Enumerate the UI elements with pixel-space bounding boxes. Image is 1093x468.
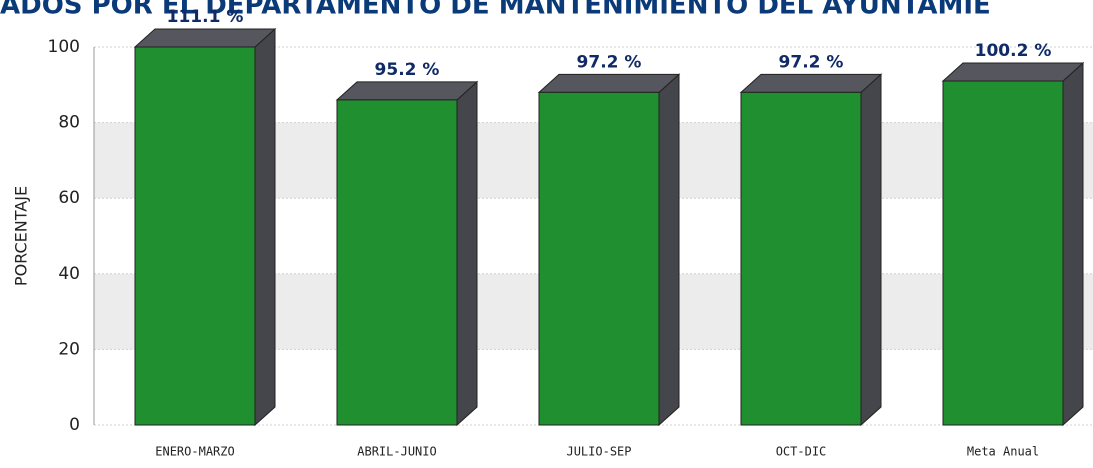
bar-side [1062,61,1084,427]
bar [942,80,1064,426]
bar-side [860,73,882,427]
bar-top [739,73,883,93]
y-tick-label: 60 [58,188,80,208]
bar-annotation: 97.2 % [577,52,642,72]
chart-title: ADOS POR EL DEPARTAMENTO DE MANTENIMIENT… [0,0,991,21]
x-tick-label: ABRIL-JUNIO [357,445,436,459]
bar-top [941,62,1085,82]
bar-top [335,81,479,101]
bar [134,46,256,426]
y-tick-label: 0 [69,415,80,435]
bar-annotation: 111.1 % [167,7,244,27]
x-tick-label: Meta Anual [967,445,1039,459]
bar-side [658,73,680,427]
bar [538,91,660,426]
y-tick-label: 40 [58,264,80,284]
bar-top [133,28,277,48]
bar-side [254,27,276,427]
bar-annotation: 95.2 % [375,60,440,80]
bar [336,99,458,426]
bar-top [537,73,681,93]
y-tick-label: 100 [48,37,80,57]
x-tick-label: ENERO-MARZO [155,445,234,459]
bar-annotation: 100.2 % [975,41,1052,61]
y-tick-label: 80 [58,113,80,133]
x-tick-label: OCT-DIC [776,445,827,459]
bar [740,91,862,426]
bar-side [456,80,478,427]
y-axis-label: PORCENTAJE [12,186,31,286]
y-tick-label: 20 [58,339,80,359]
bar-annotation: 97.2 % [779,52,844,72]
x-tick-label: JULIO-SEP [566,445,631,459]
